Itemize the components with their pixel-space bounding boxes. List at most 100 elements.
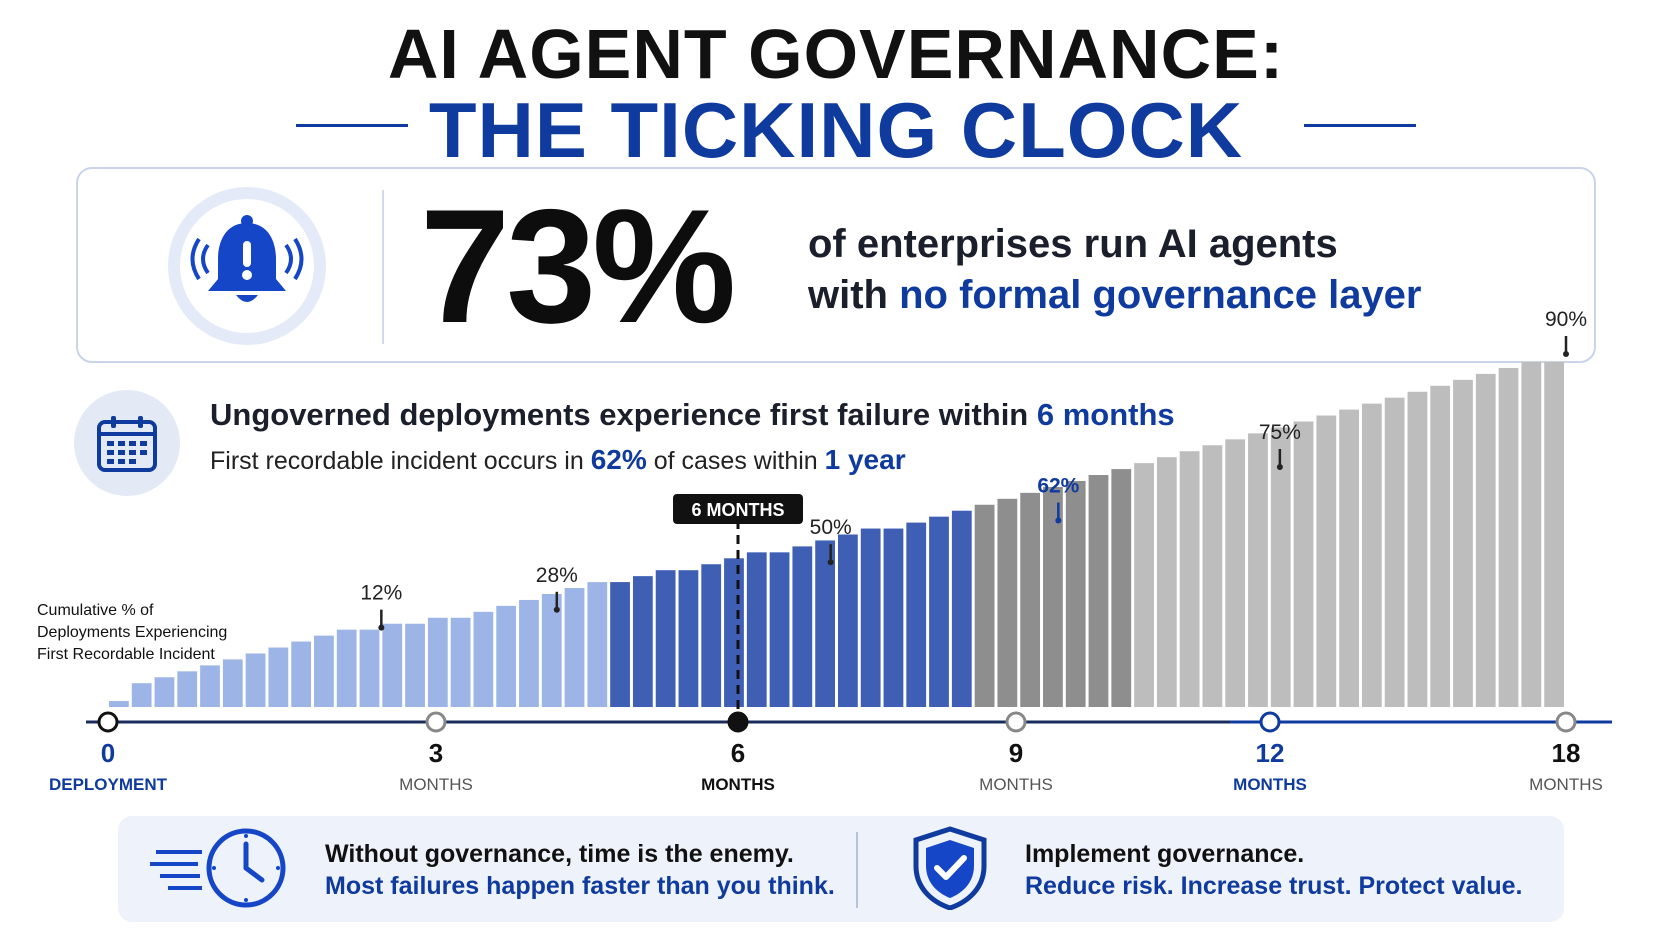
chart-bar xyxy=(541,593,562,707)
chart-bar xyxy=(746,552,767,707)
chart-bar xyxy=(1248,433,1268,707)
chart-tick-sublabel: MONTHS xyxy=(979,775,1053,794)
stat-card-divider xyxy=(382,190,384,344)
chart-bar xyxy=(610,582,630,707)
detail-period: 1 year xyxy=(824,444,906,475)
chart-bar xyxy=(291,641,312,707)
chart-tick-label: 18 xyxy=(1552,738,1581,768)
chart-tick-label: 0 xyxy=(101,738,115,768)
chart-bar xyxy=(1498,367,1519,707)
chart-tick-label: 9 xyxy=(1009,738,1023,768)
chart-bar xyxy=(1088,475,1109,707)
chart-bar xyxy=(1225,439,1246,707)
chart-bar xyxy=(701,564,722,707)
chart-bar xyxy=(724,558,744,707)
stat-value: 73% xyxy=(420,176,736,357)
chart-bar xyxy=(359,629,380,707)
chart-bar xyxy=(1156,457,1177,707)
footer-left-line2: Most failures happen faster than you thi… xyxy=(325,872,835,900)
chart-bar xyxy=(587,582,608,707)
chart-bar xyxy=(1430,385,1451,707)
stat-text-line1: of enterprises run AI agents xyxy=(808,222,1338,266)
detail-pct: 62% xyxy=(590,444,647,475)
chart-bar xyxy=(997,498,1018,707)
annotation-pointer-dot xyxy=(1276,464,1283,471)
footer-divider xyxy=(856,832,858,908)
chart-tick-label: 6 xyxy=(731,738,745,768)
chart-bar xyxy=(336,629,357,707)
footer-right-line2: Reduce risk. Increase trust. Protect val… xyxy=(1025,872,1523,900)
chart-bar xyxy=(1293,421,1314,707)
shield-check-icon xyxy=(913,826,987,910)
annotation-pointer-dot xyxy=(827,559,834,566)
stat-text-line2: with no formal governance layer xyxy=(808,273,1422,318)
chart-bar xyxy=(519,599,539,707)
chart-bar xyxy=(1065,480,1086,707)
footer-right-line1: Implement governance. xyxy=(1025,840,1305,868)
chart-bar xyxy=(655,570,676,707)
subheading-title-prefix: Ungoverned deployments experience first … xyxy=(210,397,1037,432)
annotation-pointer-dot xyxy=(378,624,385,631)
chart-bar xyxy=(496,605,517,707)
chart-y-label-text: Cumulative % of Deployments Experiencing… xyxy=(37,602,228,663)
fast-clock-icon xyxy=(150,828,286,908)
chart-bar xyxy=(860,528,881,707)
six-month-marker-badge xyxy=(673,494,803,524)
annotation-pointer-dot xyxy=(553,606,560,613)
chart-tick-marker xyxy=(1259,711,1281,733)
chart-bar xyxy=(1134,463,1154,707)
chart-bar xyxy=(109,701,129,707)
calendar-icon-bg xyxy=(74,390,180,496)
chart-bar xyxy=(268,647,289,707)
footer-card xyxy=(118,816,1564,922)
chart-bar xyxy=(177,671,198,707)
annotation-label: 50% xyxy=(810,516,852,539)
chart-bar xyxy=(131,683,152,707)
chart-bar xyxy=(678,570,699,707)
detail-prefix: First recordable incident occurs in xyxy=(210,447,591,475)
page-title-line2: THE TICKING CLOCK xyxy=(428,86,1244,174)
chart-bar xyxy=(154,677,175,707)
chart-bar xyxy=(1270,427,1291,707)
chart-bar xyxy=(1453,379,1473,707)
subheading-title-highlight: 6 months xyxy=(1036,397,1175,432)
chart-tick-sublabel: MONTHS xyxy=(399,775,473,794)
chart-tick-sublabel: DEPLOYMENT xyxy=(49,775,168,794)
chart-bar xyxy=(1384,397,1405,707)
chart-bar xyxy=(815,540,835,707)
chart-bar xyxy=(1111,469,1132,707)
chart-bar xyxy=(1361,403,1382,707)
chart-tick-marker xyxy=(1005,711,1027,733)
chart-bar xyxy=(769,552,790,707)
chart-tick-marker xyxy=(425,711,447,733)
chart-bar xyxy=(883,528,904,707)
chart-bar xyxy=(838,534,858,707)
chart-bar xyxy=(1316,415,1337,707)
chart-tick-marker xyxy=(97,711,119,733)
bell-alert-icon xyxy=(190,215,304,302)
chart-bar xyxy=(974,504,995,707)
stat-text-highlight: no formal governance layer xyxy=(899,273,1422,317)
chart-bar xyxy=(382,623,403,707)
footer-left-line1: Without governance, time is the enemy. xyxy=(325,840,794,868)
chart-bar xyxy=(1339,409,1359,707)
chart-bar xyxy=(1179,451,1200,707)
title-rule-right xyxy=(1304,124,1416,127)
chart-bar xyxy=(906,522,927,707)
subheading-detail: First recordable incident occurs in 62% … xyxy=(210,444,906,476)
chart-bar xyxy=(929,516,949,707)
chart-y-label: Cumulative % of Deployments Experiencing… xyxy=(37,600,247,666)
stat-card xyxy=(76,167,1596,363)
subheading-title: Ungoverned deployments experience first … xyxy=(210,397,1175,433)
page-title-line1: AI AGENT GOVERNANCE: xyxy=(387,15,1285,93)
chart-bar xyxy=(1202,445,1223,707)
chart-bar xyxy=(1043,486,1063,707)
chart-bar xyxy=(632,576,653,707)
chart-bar xyxy=(1544,362,1564,707)
six-month-marker-label: 6 MONTHS xyxy=(691,500,784,520)
chart-bar xyxy=(450,617,471,707)
chart-tick-sublabel: MONTHS xyxy=(701,775,775,794)
chart-tick-sublabel: MONTHS xyxy=(1233,775,1307,794)
chart-tick-sublabel: MONTHS xyxy=(1529,775,1603,794)
